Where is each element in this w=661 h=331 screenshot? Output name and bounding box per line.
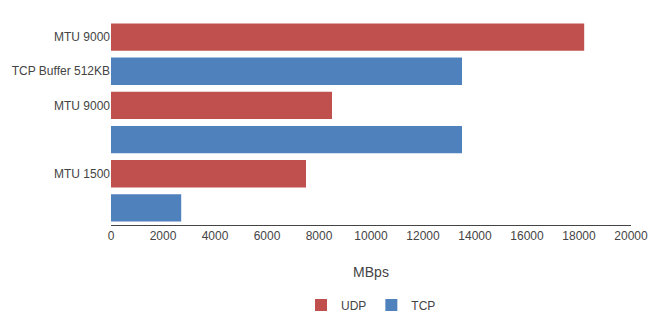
svg-text:12000: 12000 <box>406 229 440 243</box>
svg-text:MBps: MBps <box>353 264 389 280</box>
svg-text:6000: 6000 <box>254 229 281 243</box>
svg-text:MTU 9000: MTU 9000 <box>54 30 110 44</box>
svg-text:MTU 1500: MTU 1500 <box>54 167 110 181</box>
svg-text:14000: 14000 <box>458 229 492 243</box>
svg-text:10000: 10000 <box>354 229 388 243</box>
svg-text:8000: 8000 <box>306 229 333 243</box>
svg-text:20000: 20000 <box>614 229 648 243</box>
svg-text:TCP: TCP <box>411 299 435 313</box>
svg-text:MTU 9000: MTU 9000 <box>54 99 110 113</box>
svg-text:18000: 18000 <box>562 229 596 243</box>
svg-text:UDP: UDP <box>341 299 366 313</box>
svg-text:16000: 16000 <box>510 229 544 243</box>
svg-text:TCP Buffer 512KB: TCP Buffer 512KB <box>12 64 110 78</box>
svg-text:0: 0 <box>108 229 115 243</box>
svg-text:2000: 2000 <box>150 229 177 243</box>
svg-text:4000: 4000 <box>202 229 229 243</box>
